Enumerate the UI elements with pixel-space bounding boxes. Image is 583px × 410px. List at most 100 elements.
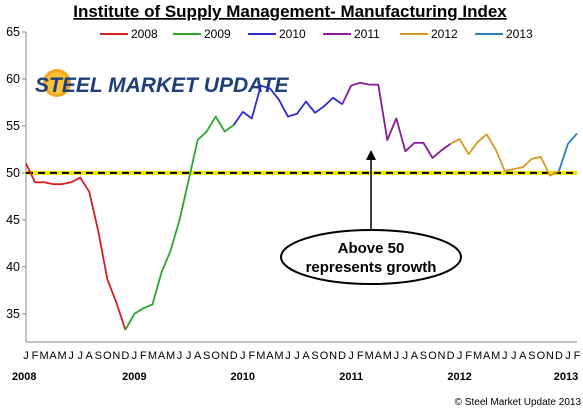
x-tick-label: J — [403, 350, 409, 362]
year-label: 2009 — [122, 371, 146, 383]
y-axis: 35 40 45 50 55 60 65 — [6, 25, 26, 321]
x-tick-label: A — [194, 350, 202, 362]
copyright-text: © Steel Market Update 2013 — [455, 397, 582, 408]
x-tick-label: A — [266, 350, 274, 362]
y-tick-label: 45 — [6, 213, 20, 227]
x-tick-label: M — [274, 350, 283, 362]
x-tick-label: M — [256, 350, 265, 362]
x-tick-label: M — [365, 350, 374, 362]
x-tick-label: J — [294, 350, 300, 362]
x-tick-label: D — [121, 350, 129, 362]
x-tick-label: S — [420, 350, 427, 362]
x-tick-label: J — [68, 350, 74, 362]
steel-market-update-logo: STEEL MARKET UPDATE — [35, 69, 290, 97]
y-tick-label: 60 — [6, 72, 20, 86]
legend-label-2009: 2009 — [204, 27, 231, 41]
annotation-ellipse — [280, 229, 462, 285]
x-tick-label: M — [58, 350, 67, 362]
annotation-line1: Above 50 — [338, 240, 405, 257]
x-tick-label: J — [240, 350, 246, 362]
x-tick-label: F — [574, 350, 581, 362]
x-tick-label: J — [394, 350, 400, 362]
x-tick-label: A — [49, 350, 57, 362]
x-tick-label: D — [555, 350, 563, 362]
annotation-line2: represents growth — [306, 259, 437, 276]
series-line-2012 — [450, 133, 560, 177]
x-tick-label: N — [221, 350, 229, 362]
legend: 2008 2009 2010 2011 2012 2013 — [100, 27, 533, 41]
x-tick-label: A — [302, 350, 310, 362]
legend-label-2010: 2010 — [279, 27, 306, 41]
year-label: 2012 — [447, 371, 471, 383]
x-tick-label: J — [457, 350, 463, 362]
legend-label-2013: 2013 — [506, 27, 533, 41]
year-label: 2011 — [339, 371, 363, 383]
x-tick-label: A — [158, 350, 166, 362]
x-tick-label: N — [546, 350, 554, 362]
y-tick-label: 55 — [6, 119, 20, 133]
x-tick-label: A — [483, 350, 491, 362]
x-tick-label: A — [411, 350, 419, 362]
x-tick-label: J — [132, 350, 138, 362]
logo-text: STEEL MARKET UPDATE — [35, 74, 290, 97]
annotation: Above 50 represents growth — [280, 150, 462, 285]
x-tick-label: D — [338, 350, 346, 362]
x-tick-label: M — [383, 350, 392, 362]
x-tick-label: M — [166, 350, 175, 362]
x-tick-label: J — [285, 350, 291, 362]
series-line-2009 — [124, 115, 235, 331]
x-tick-label: M — [39, 350, 48, 362]
x-tick-label: J — [23, 350, 29, 362]
x-tick-label: J — [77, 350, 83, 362]
x-tick-label: S — [203, 350, 210, 362]
series-line-2010 — [233, 84, 343, 126]
x-tick-label: A — [86, 350, 94, 362]
x-tick-label: M — [473, 350, 482, 362]
x-tick-label: F — [248, 350, 255, 362]
x-tick-label: J — [177, 350, 183, 362]
y-tick-label: 65 — [6, 25, 20, 39]
x-tick-label: F — [465, 350, 472, 362]
x-tick-label: M — [148, 350, 157, 362]
x-tick-label: M — [491, 350, 500, 362]
year-label: 2010 — [231, 371, 255, 383]
legend-label-2012: 2012 — [431, 27, 458, 41]
legend-label-2008: 2008 — [131, 27, 158, 41]
x-tick-label: A — [375, 350, 383, 362]
x-tick-label: A — [519, 350, 527, 362]
x-tick-label: J — [186, 350, 192, 362]
plot-area — [25, 32, 577, 343]
x-tick-label: S — [311, 350, 318, 362]
x-tick-label: O — [428, 350, 437, 362]
x-tick-label: D — [230, 350, 238, 362]
x-tick-label: S — [528, 350, 535, 362]
x-tick-label: S — [95, 350, 102, 362]
logo-sun-inner-icon — [46, 72, 68, 94]
x-tick-label: J — [348, 350, 354, 362]
series-lines — [25, 81, 578, 331]
y-tick-label: 50 — [6, 166, 20, 180]
x-tick-label: O — [320, 350, 329, 362]
x-tick-label: O — [211, 350, 220, 362]
y-tick-label: 40 — [6, 260, 20, 274]
x-tick-label: N — [112, 350, 120, 362]
chart-title: Institute of Supply Management- Manufact… — [73, 2, 507, 21]
x-tick-label: N — [329, 350, 337, 362]
legend-label-2011: 2011 — [354, 27, 380, 41]
x-tick-label: N — [438, 350, 446, 362]
annotation-arrowhead-icon — [366, 150, 376, 160]
year-label: 2013 — [554, 371, 578, 383]
x-tick-label: F — [357, 350, 364, 362]
x-tick-label: J — [565, 350, 571, 362]
x-tick-label: O — [103, 350, 112, 362]
x-tick-label: D — [447, 350, 455, 362]
series-line-2011 — [341, 81, 452, 159]
y-tick-label: 35 — [6, 307, 20, 321]
year-label: 2008 — [12, 371, 36, 383]
x-tick-label: J — [502, 350, 508, 362]
x-tick-label: O — [537, 350, 546, 362]
x-tick-label: F — [140, 350, 147, 362]
series-line-2013 — [558, 132, 578, 172]
